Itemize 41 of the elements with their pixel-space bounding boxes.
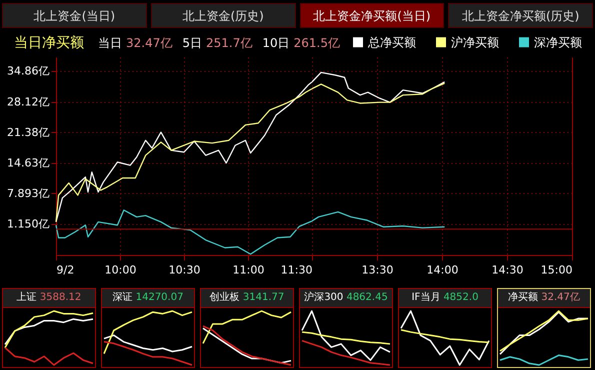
chart-subtitle: 32.47亿 [540, 292, 580, 303]
y-tick-label: 14.63亿 [7, 156, 50, 170]
y-tick-label: 21.38亿 [7, 126, 50, 139]
text: 当日 [98, 36, 122, 50]
x-tick-label: 13:30 [362, 264, 394, 276]
x-tick-label: 10:00 [104, 264, 136, 276]
chart-title: 深证 [112, 292, 133, 303]
y-tick-label: 1.150亿 [7, 217, 50, 230]
chart-subtitle: 4862.45 [345, 292, 388, 303]
chart-subtitle: 14270.07 [134, 292, 184, 303]
legend-label: 深净买额 [534, 35, 582, 50]
x-tick-label: 14:00 [426, 264, 458, 276]
chart-title: 创业板 [210, 292, 240, 303]
legend-label: 沪净买额 [451, 35, 499, 50]
text: 北上资金净买额(当日) [300, 3, 444, 28]
chart-title: 沪深300 [304, 292, 344, 303]
text: 北上资金(历史) [150, 3, 296, 28]
y-tick-label: 7.893亿 [7, 186, 50, 200]
y-tick-label: 34.86亿 [7, 64, 50, 78]
text: 北上资金净买额(历史) [448, 3, 593, 28]
x-tick-label: 15:00 [540, 264, 572, 276]
text: 北上资金(当日) [2, 3, 147, 28]
text: 32.47亿 [126, 36, 172, 50]
text: 261.5亿 [294, 36, 340, 50]
x-tick-label: 14:30 [492, 264, 524, 276]
legend-label: 总净买额 [367, 35, 416, 50]
chart-title: 净买额 [508, 292, 538, 303]
text: 10日 [262, 36, 290, 50]
chart-subtitle: 4852.0 [442, 292, 478, 303]
chart-subtitle: 3141.77 [242, 292, 284, 303]
chart-title: IF当月 [412, 292, 440, 303]
chart-title: 上证 [16, 292, 37, 303]
x-tick-label: 9/2 [56, 264, 74, 276]
y-tick-label: 28.12亿 [7, 95, 50, 108]
text: 5日 [182, 36, 202, 50]
chart-title: 当日净买额 [14, 35, 84, 51]
chart-subtitle: 3588.12 [38, 292, 82, 303]
text: 251.7亿 [206, 36, 252, 50]
x-tick-label: 10:30 [168, 264, 200, 276]
x-tick-label: 11:00 [232, 264, 264, 276]
x-tick-label: 11:30 [280, 264, 312, 276]
